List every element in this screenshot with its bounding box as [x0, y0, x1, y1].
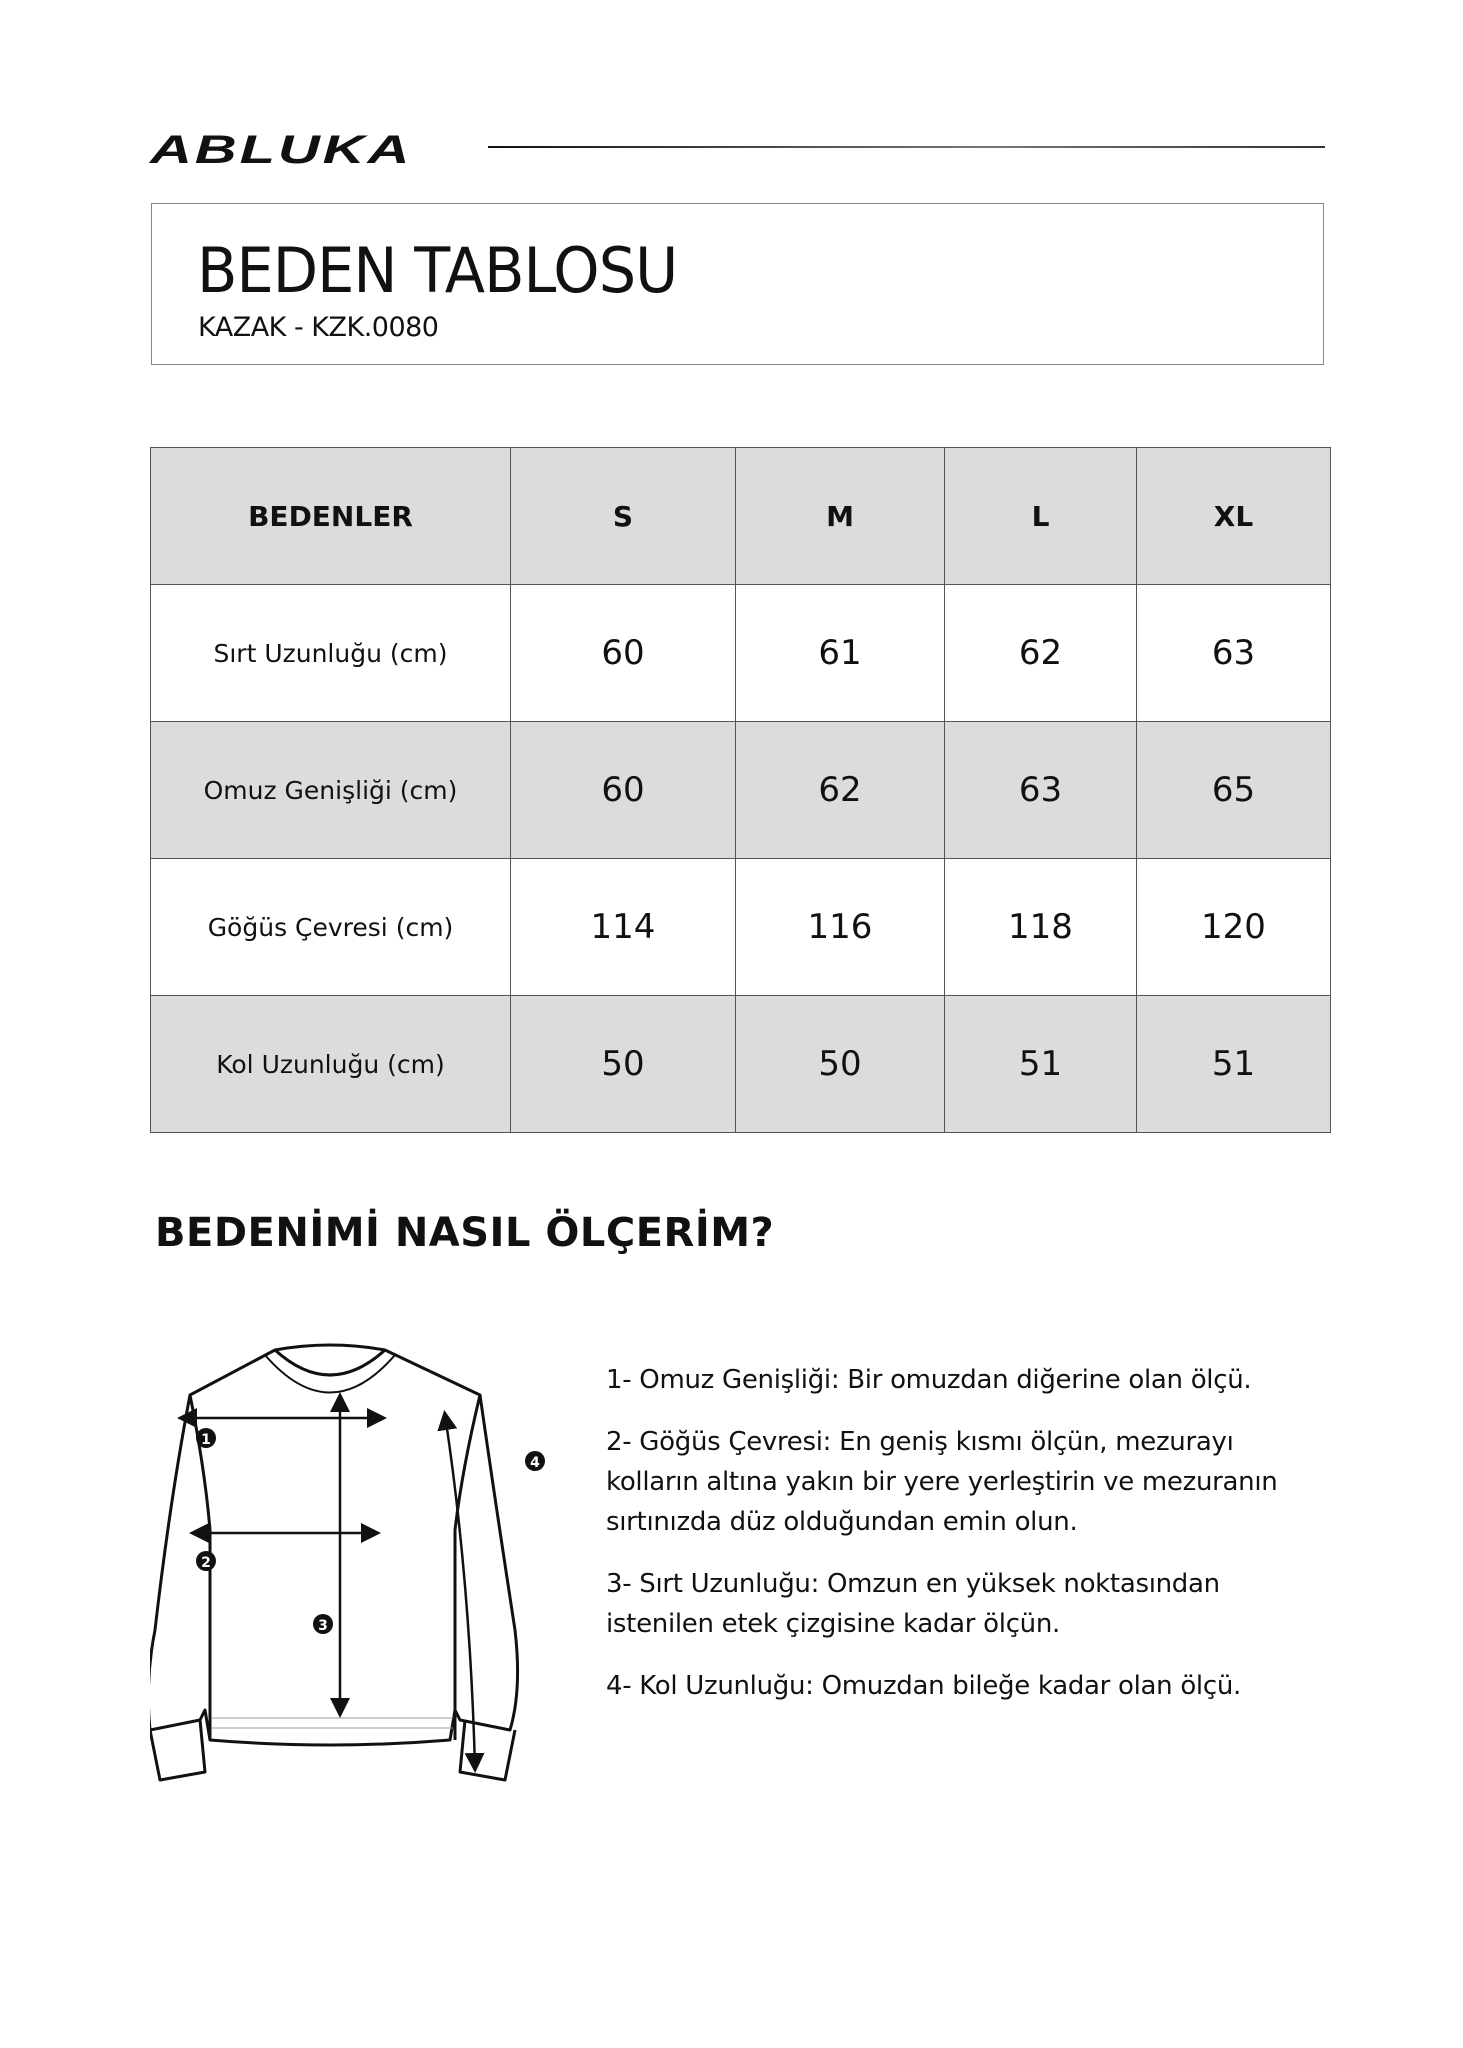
cell: 120: [1136, 858, 1331, 996]
step-chest: 2- Göğüs Çevresi: En geniş kısmı ölçün, …: [606, 1427, 1278, 1537]
cell: 114: [510, 858, 736, 996]
howto-title: BEDENİMİ NASIL ÖLÇERİM?: [155, 1210, 775, 1256]
cell: 116: [735, 858, 945, 996]
brand-logo: ABLUKA: [150, 128, 413, 172]
title-box: BEDEN TABLOSU KAZAK - KZK.0080: [151, 203, 1324, 365]
cell: 60: [510, 721, 736, 859]
cell: 61: [735, 584, 945, 722]
cell: 63: [1136, 584, 1331, 722]
column-header: BEDENLER: [150, 447, 511, 585]
row-label: Omuz Genişliği (cm): [150, 721, 511, 859]
measurement-instructions: 1- Omuz Genişliği: Bir omuzdan diğerine …: [606, 1360, 1306, 1728]
table-row: Göğüs Çevresi (cm) 114 116 118 120: [150, 858, 1331, 996]
column-header: M: [735, 447, 945, 585]
row-label: Kol Uzunluğu (cm): [150, 995, 511, 1133]
header-divider: [488, 146, 1325, 148]
cell: 62: [735, 721, 945, 859]
product-code: KAZAK - KZK.0080: [198, 312, 439, 343]
step-sleeve: 4- Kol Uzunluğu: Omuzdan bileğe kadar ol…: [606, 1671, 1241, 1701]
cell: 51: [1136, 995, 1331, 1133]
marker-2: 2: [201, 1555, 211, 1571]
step-back-length: 3- Sırt Uzunluğu: Omzun en yüksek noktas…: [606, 1569, 1220, 1639]
step-shoulder: 1- Omuz Genişliği: Bir omuzdan diğerine …: [606, 1365, 1252, 1395]
column-header: XL: [1136, 447, 1331, 585]
column-header: L: [944, 447, 1137, 585]
page-title: BEDEN TABLOSU: [197, 234, 678, 307]
cell: 50: [735, 995, 945, 1133]
table-header-row: BEDENLER S M L XL: [150, 447, 1331, 585]
table-row: Kol Uzunluğu (cm) 50 50 51 51: [150, 995, 1331, 1133]
cell: 63: [944, 721, 1137, 859]
marker-1: 1: [201, 1432, 211, 1448]
cell: 60: [510, 584, 736, 722]
row-label: Göğüs Çevresi (cm): [150, 858, 511, 996]
table-row: Sırt Uzunluğu (cm) 60 61 62 63: [150, 584, 1331, 722]
marker-4: 4: [530, 1455, 540, 1471]
column-header: S: [510, 447, 736, 585]
cell: 118: [944, 858, 1137, 996]
sweater-measurement-illustration: 1 2 3 4: [150, 1343, 545, 1782]
size-table: BEDENLER S M L XL Sırt Uzunluğu (cm) 60 …: [150, 447, 1331, 1133]
cell: 62: [944, 584, 1137, 722]
cell: 65: [1136, 721, 1331, 859]
measurement-markers: 1 2 3 4: [196, 1428, 545, 1634]
marker-3: 3: [318, 1618, 328, 1634]
cell: 51: [944, 995, 1137, 1133]
table-row: Omuz Genişliği (cm) 60 62 63 65: [150, 721, 1331, 859]
cell: 50: [510, 995, 736, 1133]
row-label: Sırt Uzunluğu (cm): [150, 584, 511, 722]
